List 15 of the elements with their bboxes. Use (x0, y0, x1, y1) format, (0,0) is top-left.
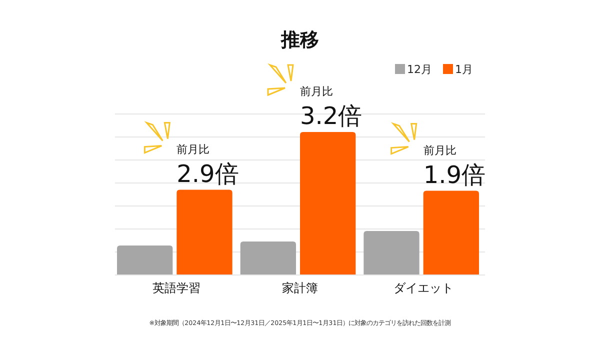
x-tick-label: 英語学習 (152, 281, 201, 295)
chart-title: 推移 (280, 29, 319, 51)
annotation: 前月比 3.2倍 (300, 85, 362, 130)
legend-label: 12月 (407, 63, 432, 76)
legend-label: 1月 (455, 63, 473, 76)
bar (300, 132, 356, 275)
bar (423, 190, 479, 275)
bar (364, 230, 420, 275)
bar (240, 242, 296, 275)
annotation: 前月比 1.9倍 (423, 144, 486, 189)
x-tick-label: 家計簿 (282, 281, 318, 295)
x-tick-label: ダイエット (393, 281, 454, 295)
bar (117, 246, 173, 275)
bar (176, 190, 232, 275)
annotation: 前月比 2.9倍 (176, 142, 239, 188)
